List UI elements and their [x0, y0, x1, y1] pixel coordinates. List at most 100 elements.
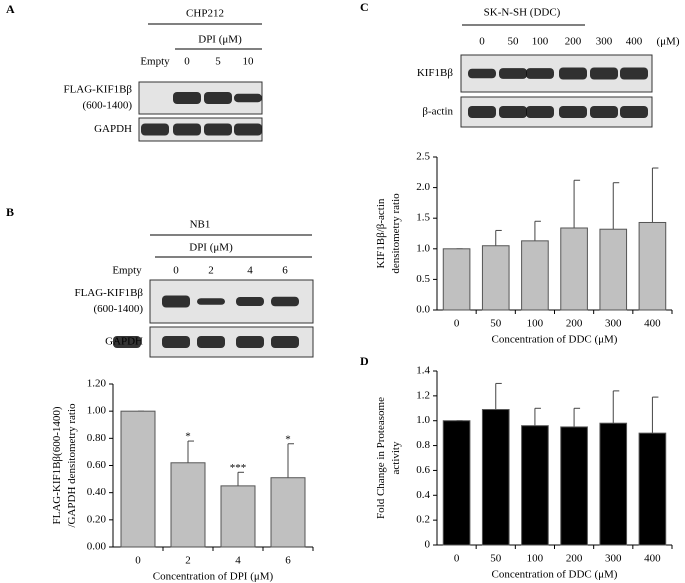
y-tick-label: 2.0	[416, 181, 430, 193]
x-tick-label: 50	[490, 318, 502, 330]
row-label: GAPDH	[105, 336, 143, 348]
y-tick-label: 0.0	[416, 304, 430, 316]
y-tick-label: 1.4	[416, 365, 430, 377]
panel-label: D	[360, 354, 369, 368]
x-tick-label: 400	[644, 553, 661, 565]
band	[141, 123, 169, 136]
bar	[638, 432, 667, 546]
y-axis-label: /GAPDH densitometry ratio	[66, 403, 78, 528]
x-tick-label: 300	[605, 318, 622, 330]
row-label: FLAG-KIF1Bβ	[63, 84, 132, 96]
y-tick-label: 0.4	[416, 489, 430, 501]
bar	[270, 477, 306, 548]
lane-label: 0	[173, 265, 179, 277]
y-axis-label: densitometry ratio	[390, 193, 402, 274]
lane-label: 100	[532, 36, 549, 48]
y-tick-label: 0.60	[87, 459, 107, 471]
y-tick-label: 0.20	[87, 513, 107, 525]
y-axis-label: FLAG-KIF1Bβ(600-1400)	[51, 406, 63, 524]
y-tick-label: 0.00	[87, 541, 107, 553]
band	[204, 123, 232, 136]
x-tick-label: 300	[605, 553, 622, 565]
band	[236, 297, 264, 306]
band	[173, 92, 201, 104]
lane-label: 0	[184, 56, 190, 68]
y-tick-label: 0.8	[416, 439, 430, 451]
x-tick-label: 50	[490, 553, 502, 565]
band	[590, 106, 618, 118]
lane-label: Empty	[140, 56, 170, 68]
band	[113, 336, 141, 348]
lane-label: (μM)	[656, 36, 679, 48]
band	[204, 92, 232, 104]
panel-label: C	[360, 0, 369, 14]
cell-line: SK-N-SH (DDC)	[484, 7, 561, 19]
row-label: (600-1400)	[94, 303, 144, 315]
significance: *	[185, 431, 191, 443]
lane-label: Empty	[112, 265, 142, 277]
x-axis-label: Concentration of DDC (μM)	[492, 569, 618, 581]
y-tick-label: 0.40	[87, 486, 107, 498]
lane-label: 50	[508, 36, 520, 48]
row-label: β-actin	[422, 106, 453, 118]
x-tick-label: 100	[527, 318, 544, 330]
band	[499, 106, 527, 118]
x-tick-label: 0	[454, 318, 460, 330]
band	[162, 336, 190, 348]
bar	[638, 221, 667, 311]
lane-label: 5	[215, 56, 221, 68]
y-tick-label: 1.2	[416, 389, 430, 401]
x-axis-label: Concentration of DPI (μM)	[153, 571, 274, 583]
y-tick-label: 1.00	[87, 405, 107, 417]
y-tick-label: 0	[425, 539, 431, 551]
bar	[120, 410, 156, 548]
bar	[170, 462, 206, 548]
row-label: (600-1400)	[83, 100, 133, 112]
y-tick-label: 0.5	[416, 273, 430, 285]
band	[620, 106, 648, 118]
bar	[481, 245, 510, 311]
x-tick-label: 4	[235, 555, 241, 567]
x-tick-label: 200	[566, 553, 583, 565]
band	[234, 93, 262, 103]
band	[468, 68, 496, 79]
y-tick-label: 0.80	[87, 432, 107, 444]
x-tick-label: 200	[566, 318, 583, 330]
y-tick-label: 1.0	[416, 414, 430, 426]
y-axis-label: KIF1Bβ/β-actin	[375, 198, 387, 268]
lane-label: 200	[565, 36, 582, 48]
row-label: FLAG-KIF1Bβ	[74, 287, 143, 299]
x-tick-label: 100	[527, 553, 544, 565]
x-axis-label: Concentration of DDC (μM)	[492, 334, 618, 346]
lane-label: 0	[479, 36, 485, 48]
band	[526, 106, 554, 118]
bar	[560, 227, 588, 311]
y-tick-label: 1.5	[416, 212, 430, 224]
y-tick-label: 0.2	[416, 514, 430, 526]
band	[620, 67, 648, 80]
bar	[481, 409, 510, 546]
band	[236, 336, 264, 348]
lane-label: 10	[243, 56, 255, 68]
band	[559, 106, 587, 118]
band	[559, 67, 587, 80]
y-tick-label: 1.0	[416, 242, 430, 254]
x-tick-label: 0	[454, 553, 460, 565]
band	[173, 123, 201, 136]
x-tick-label: 6	[285, 555, 291, 567]
bar	[521, 425, 549, 546]
lane-label: 6	[282, 265, 288, 277]
bar	[521, 240, 549, 311]
band	[162, 295, 190, 308]
bar	[599, 422, 628, 546]
treatment: DPI (μM)	[189, 242, 233, 254]
band	[197, 298, 225, 305]
x-tick-label: 0	[135, 555, 141, 567]
panel-label: B	[6, 205, 14, 219]
cell-line: CHP212	[186, 8, 224, 20]
bar	[599, 228, 628, 311]
lane-label: 2	[208, 265, 214, 277]
band	[468, 106, 496, 118]
bar	[442, 248, 471, 311]
x-tick-label: 2	[185, 555, 191, 567]
